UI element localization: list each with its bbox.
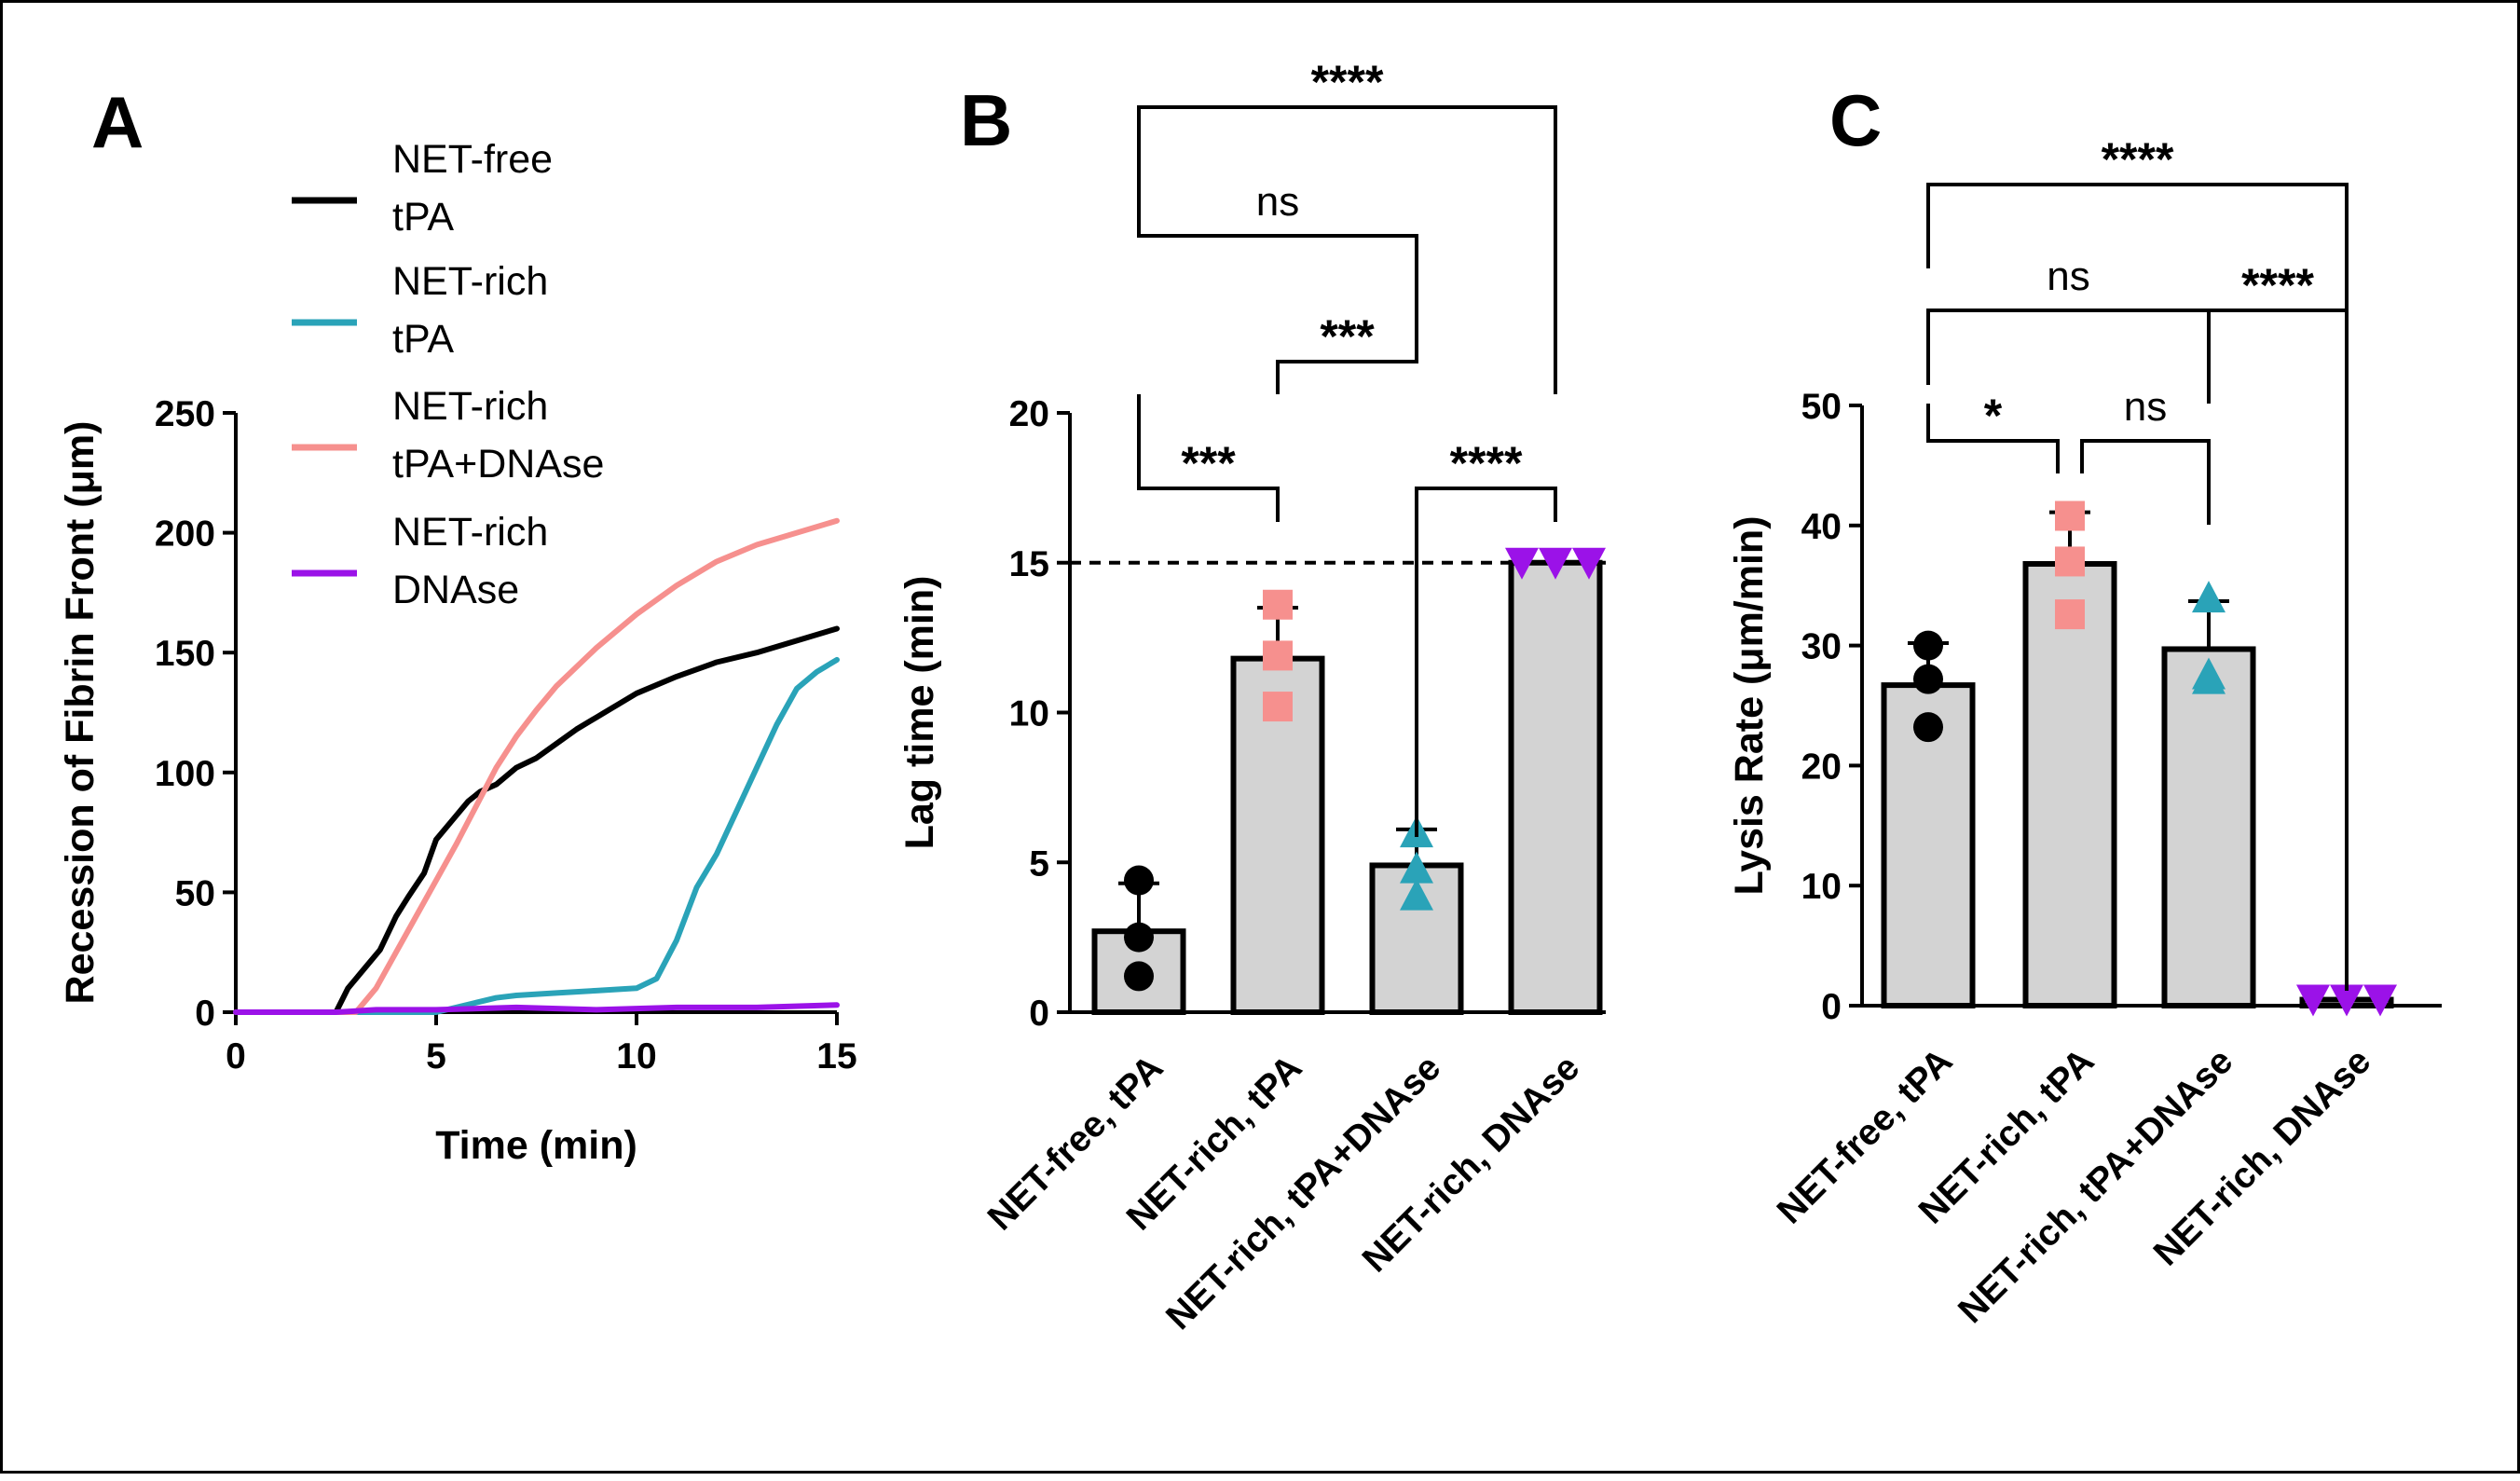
panel-c-data-point	[2055, 599, 2085, 630]
panel-c-data-point	[2330, 984, 2363, 1017]
panel-c-sig-bracket-3	[1926, 404, 2060, 473]
legend-label-line2: DNAse	[392, 568, 519, 612]
panel-a-ytick-label: 200	[155, 514, 215, 555]
panel-c-data-point	[1913, 664, 1943, 694]
panel-a: A 0 50 100 150 200 250 0 5 10 15 Time (min) Recessio…	[58, 81, 857, 1168]
panel-b-sig-bracket-2	[1276, 276, 1418, 394]
panel-b-letter: B	[960, 79, 1012, 161]
panel-c-sig-bracket-2	[2207, 309, 2349, 991]
panel-c-ytick-label: 0	[1821, 987, 1842, 1027]
panel-c-data-point	[2363, 984, 2397, 1017]
panel-c-ytick-label: 50	[1801, 387, 1842, 427]
legend-label-line2: tPA+DNAse	[392, 442, 604, 487]
panel-c-data-point	[1913, 712, 1943, 743]
panel-b-data-point	[1124, 961, 1154, 992]
legend-label-line2: tPA	[392, 317, 454, 362]
panel-b-ytick-label: 15	[1009, 544, 1049, 584]
panel-b-ytick-label: 5	[1029, 843, 1049, 884]
panel-a-series-line-2	[233, 517, 840, 1015]
panel-b-bar-3	[1508, 559, 1603, 1015]
panel-b-bar-1	[1230, 655, 1325, 1015]
panel-a-ytick-label: 0	[195, 994, 215, 1034]
legend-label-line1: NET-rich	[392, 510, 548, 555]
panel-b-sig-bracket-3	[1137, 394, 1280, 522]
panel-b-data-point	[1263, 589, 1293, 620]
panel-b-sig-label-3: ***	[1181, 437, 1236, 489]
panel-a-ytick-label: 150	[155, 634, 215, 674]
panel-c-bar-1	[2022, 561, 2117, 1008]
panel-c-sig-label-3: *	[1984, 390, 2003, 442]
panel-b-y-label: Lag time (min)	[897, 576, 942, 850]
panel-a-ytick-label: 100	[155, 754, 215, 794]
legend-label-line1: NET-free	[392, 137, 553, 182]
panel-b-ytick-label: 0	[1029, 994, 1049, 1034]
panel-a-ytick-label: 50	[175, 873, 215, 913]
panel-b-data-point	[1124, 922, 1154, 953]
panel-a-ytick-label: 250	[155, 394, 215, 434]
panel-c-ytick-label: 30	[1801, 627, 1842, 667]
panel-c-sig-label-1: ns	[2047, 254, 2089, 299]
panel-b-data-point	[1400, 851, 1433, 884]
panel-a-y-label: Recession of Fibrin Front (μm)	[58, 421, 103, 1005]
panel-c-data-point	[2296, 984, 2330, 1017]
panel-c-sig-label-2: ****	[2241, 259, 2314, 311]
panel-a-letter: A	[91, 81, 144, 163]
panel-b-sig-bracket-1	[1137, 194, 1418, 276]
panel-c-data-point	[1913, 630, 1943, 661]
panel-c-data-point	[2192, 581, 2226, 613]
panel-c-category-label-2: NET-rich, tPA+DNAse	[1951, 1041, 2240, 1331]
panel-b-data-point	[1400, 878, 1433, 911]
panel-c-bar-2	[2161, 646, 2256, 1008]
panel-c-ytick-label: 20	[1801, 747, 1842, 787]
panel-c-data-point	[2192, 657, 2226, 690]
panel-b-sig-label-0: ****	[1311, 56, 1384, 108]
panel-b-sig-label-2: ***	[1320, 310, 1375, 363]
panel-c-sig-bracket-4	[2080, 439, 2211, 525]
panel-b-ytick-label: 10	[1009, 694, 1049, 734]
panel-b-data-point	[1263, 640, 1293, 671]
panel-b-data-point	[1539, 547, 1572, 580]
panel-a-series-line-3	[233, 1002, 840, 1015]
legend-label-line1: NET-rich	[392, 259, 548, 304]
panel-b-data-point	[1505, 547, 1539, 580]
panel-a-x-label: Time (min)	[435, 1123, 637, 1168]
panel-b-data-point	[1124, 865, 1154, 896]
panel-a-series-line-0	[233, 625, 840, 1015]
panel-c-letter: C	[1829, 79, 1882, 161]
panel-c-data-point	[2055, 546, 2085, 577]
panel-b-category-label-2: NET-rich, tPA+DNAse	[1158, 1048, 1448, 1337]
panel-c-ytick-label: 10	[1801, 867, 1842, 907]
panel-c-sig-label-0: ****	[2102, 133, 2174, 185]
panel-a-xtick-label: 0	[226, 1036, 246, 1076]
panel-b-ytick-label: 20	[1009, 394, 1049, 434]
panel-a-xtick-label: 15	[816, 1036, 856, 1076]
panel-b-sig-bracket-0	[1137, 105, 1557, 394]
panel-c-y-label: Lysis Rate (μm/min)	[1727, 515, 1772, 895]
panel-c-ytick-label: 40	[1801, 507, 1842, 547]
panel-b-sig-bracket-4	[1415, 487, 1557, 837]
panel-b-data-point	[1572, 547, 1606, 580]
panel-a-xtick-label: 10	[616, 1036, 656, 1076]
panel-c-sig-label-4: ns	[2124, 384, 2167, 430]
panel-b-sig-label-1: ns	[1256, 179, 1299, 225]
panel-b-sig-label-4: ****	[1450, 437, 1523, 489]
panel-a-xtick-label: 5	[426, 1036, 446, 1076]
legend-label-line1: NET-rich	[392, 384, 548, 429]
panel-b-data-point	[1263, 692, 1293, 722]
panel-c-data-point	[2055, 501, 2085, 531]
panel-c-sig-bracket-1	[1926, 309, 2211, 385]
legend-label-line2: tPA	[392, 195, 454, 240]
